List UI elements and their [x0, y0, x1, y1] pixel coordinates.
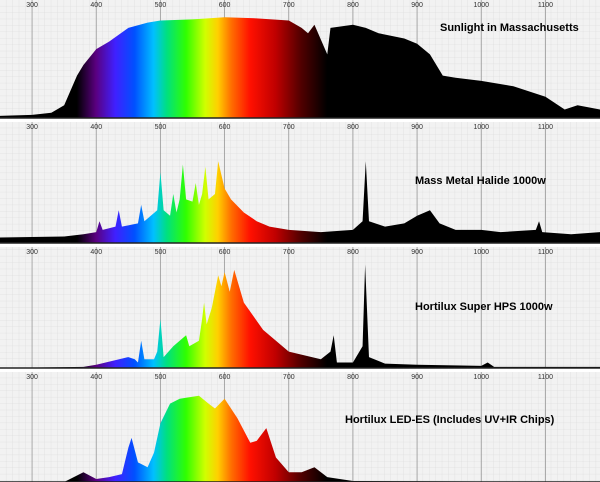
x-tick-label: 600 [219, 124, 231, 131]
x-tick-label: 1100 [538, 2, 553, 9]
x-tick-label: 500 [155, 249, 167, 256]
x-tick-label: 900 [411, 124, 423, 131]
x-tick-label: 800 [347, 374, 359, 381]
panel-background [0, 247, 600, 368]
x-tick-label: 900 [411, 249, 423, 256]
x-tick-label: 400 [90, 249, 102, 256]
panel-background [0, 372, 600, 482]
x-tick-label: 900 [411, 374, 423, 381]
x-tick-label: 1100 [538, 374, 553, 381]
x-tick-label: 1000 [473, 249, 489, 256]
panel-title: Hortilux Super HPS 1000w [415, 301, 553, 313]
x-tick-label: 700 [283, 374, 295, 381]
x-tick-label: 400 [90, 374, 102, 381]
x-tick-label: 700 [283, 2, 295, 9]
panel: 300 400 500 600 700 800 900 1000 1100 Hortilux Su… [0, 247, 600, 369]
x-tick-label: 1000 [473, 124, 489, 131]
x-tick-label: 500 [155, 124, 167, 131]
panel-title: Hortilux LED-ES (Includes UV+IR Chips) [345, 414, 555, 426]
x-tick-label: 900 [411, 2, 423, 9]
x-tick-label: 800 [347, 124, 359, 131]
x-tick-label: 300 [26, 2, 38, 9]
x-tick-label: 600 [219, 374, 231, 381]
x-tick-label: 400 [90, 124, 102, 131]
x-tick-label: 1100 [538, 249, 553, 256]
panel-title: Sunlight in Massachusetts [440, 22, 579, 34]
x-tick-label: 500 [155, 2, 167, 9]
panel-title: Mass Metal Halide 1000w [415, 175, 546, 187]
spectrum-area [0, 17, 600, 118]
panel: 300 400 500 600 700 800 900 1000 1100 Sunlight in… [0, 0, 600, 119]
x-tick-label: 700 [283, 249, 295, 256]
x-tick-label: 800 [347, 2, 359, 9]
panel: 300 400 500 600 700 800 900 1000 1100 Hortilux LE… [0, 372, 600, 482]
x-tick-label: 700 [283, 124, 295, 131]
x-tick-label: 1000 [473, 374, 489, 381]
spectrum-area [0, 161, 600, 243]
x-tick-label: 400 [90, 2, 102, 9]
x-tick-label: 1000 [473, 2, 489, 9]
x-tick-label: 800 [347, 249, 359, 256]
panel: 300 400 500 600 700 800 900 1000 1100 Mass Metal … [0, 122, 600, 244]
x-tick-label: 600 [219, 249, 231, 256]
x-tick-label: 500 [155, 374, 167, 381]
x-tick-label: 1100 [538, 124, 553, 131]
x-tick-label: 300 [26, 249, 38, 256]
x-tick-label: 600 [219, 2, 231, 9]
x-tick-label: 300 [26, 124, 38, 131]
x-tick-label: 300 [26, 374, 38, 381]
